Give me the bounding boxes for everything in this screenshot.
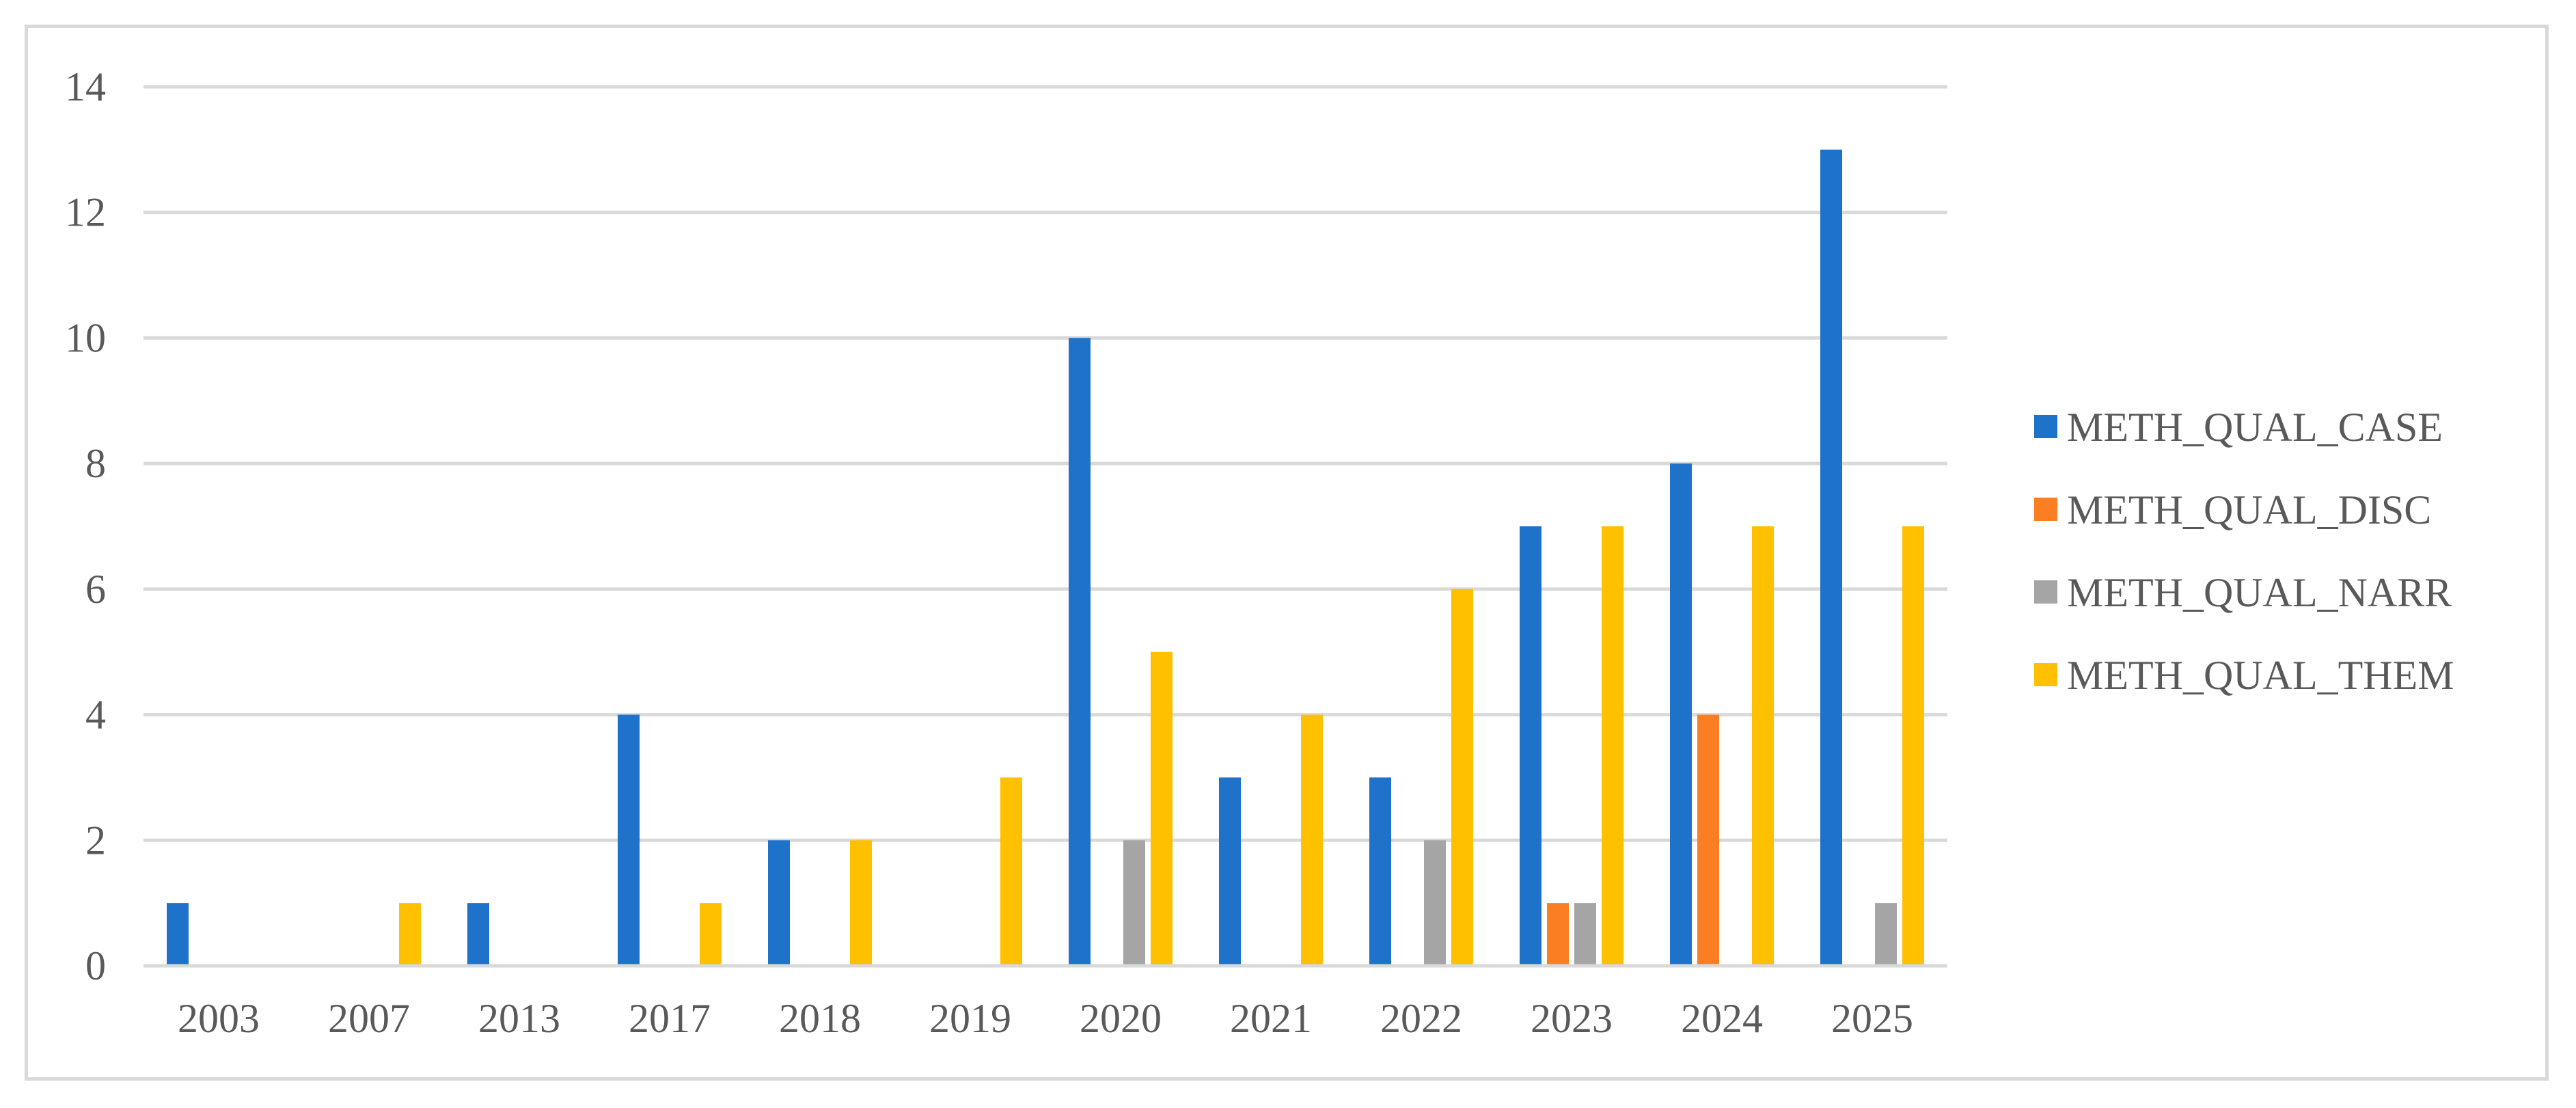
legend-swatch <box>2034 498 2057 521</box>
legend-label: METH_QUAL_NARR <box>2067 570 2452 615</box>
bar-meth-qual-them-2022 <box>1451 589 1473 966</box>
bar-meth-qual-them-2020 <box>1151 651 1173 966</box>
bar-meth-qual-case-2023 <box>1520 526 1542 966</box>
x-tick-label: 2007 <box>328 996 410 1041</box>
bar-meth-qual-case-2003 <box>167 903 189 966</box>
y-tick-label: 10 <box>65 315 106 360</box>
legend-label: METH_QUAL_DISC <box>2067 487 2431 532</box>
bar-meth-qual-case-2013 <box>467 903 489 966</box>
bar-meth-qual-narr-2020 <box>1123 840 1145 966</box>
x-tick-label: 2017 <box>629 996 711 1041</box>
y-tick-label: 0 <box>85 943 106 988</box>
bar-meth-qual-them-2025 <box>1902 526 1924 966</box>
bar-meth-qual-narr-2025 <box>1875 903 1897 966</box>
bar-meth-qual-them-2018 <box>850 840 872 966</box>
y-tick-label: 2 <box>85 818 106 863</box>
bar-meth-qual-disc-2024 <box>1697 714 1719 966</box>
bar-meth-qual-case-2017 <box>618 714 640 966</box>
x-tick-label: 2023 <box>1531 996 1613 1041</box>
legend-swatch <box>2034 580 2057 604</box>
x-tick-label: 2003 <box>178 996 260 1041</box>
bars <box>143 149 1947 968</box>
legend-swatch <box>2034 415 2057 438</box>
bar-meth-qual-narr-2023 <box>1574 903 1596 966</box>
bar-meth-qual-case-2021 <box>1219 777 1241 966</box>
y-tick-label: 12 <box>65 190 106 235</box>
x-tick-label: 2020 <box>1080 996 1162 1041</box>
legend-swatch <box>2034 663 2057 686</box>
legend-label: METH_QUAL_CASE <box>2067 405 2443 450</box>
bar-meth-qual-case-2025 <box>1820 149 1842 966</box>
x-axis-tick-labels: 2003 2007 2013 2017 2018 2019 2020 2021 2022 2023… <box>178 996 1913 1041</box>
y-tick-label: 4 <box>85 692 106 738</box>
x-tick-label: 2025 <box>1831 996 1913 1041</box>
y-tick-label: 14 <box>65 64 106 109</box>
legend-label: METH_QUAL_THEM <box>2067 653 2454 698</box>
y-tick-label: 8 <box>85 441 106 486</box>
bar-meth-qual-case-2024 <box>1670 463 1692 966</box>
bar-meth-qual-them-2007 <box>399 903 421 966</box>
chart-frame <box>25 25 2549 1081</box>
x-tick-label: 2024 <box>1681 996 1763 1041</box>
y-tick-label: 6 <box>85 567 106 612</box>
x-tick-label: 2013 <box>478 996 560 1041</box>
x-tick-label: 2022 <box>1380 996 1462 1041</box>
bar-meth-qual-them-2021 <box>1301 714 1323 966</box>
bar-meth-qual-them-2023 <box>1602 526 1623 966</box>
bar-meth-qual-case-2020 <box>1069 338 1091 966</box>
x-tick-label: 2019 <box>929 996 1011 1041</box>
bar-meth-qual-them-2017 <box>700 903 722 966</box>
bar-meth-qual-disc-2023 <box>1547 903 1569 966</box>
bar-meth-qual-them-2024 <box>1752 526 1774 966</box>
bar-meth-qual-them-2019 <box>1000 777 1022 966</box>
bar-meth-qual-narr-2022 <box>1424 840 1446 966</box>
x-tick-label: 2018 <box>779 996 861 1041</box>
legend: METH_QUAL_CASE METH_QUAL_DISC METH_QUAL_NA… <box>2034 405 2454 698</box>
bar-meth-qual-case-2018 <box>768 840 790 966</box>
y-axis-tick-labels: 0 2 4 6 8 10 12 14 <box>65 64 106 988</box>
x-tick-label: 2021 <box>1230 996 1312 1041</box>
bar-meth-qual-case-2022 <box>1369 777 1391 966</box>
